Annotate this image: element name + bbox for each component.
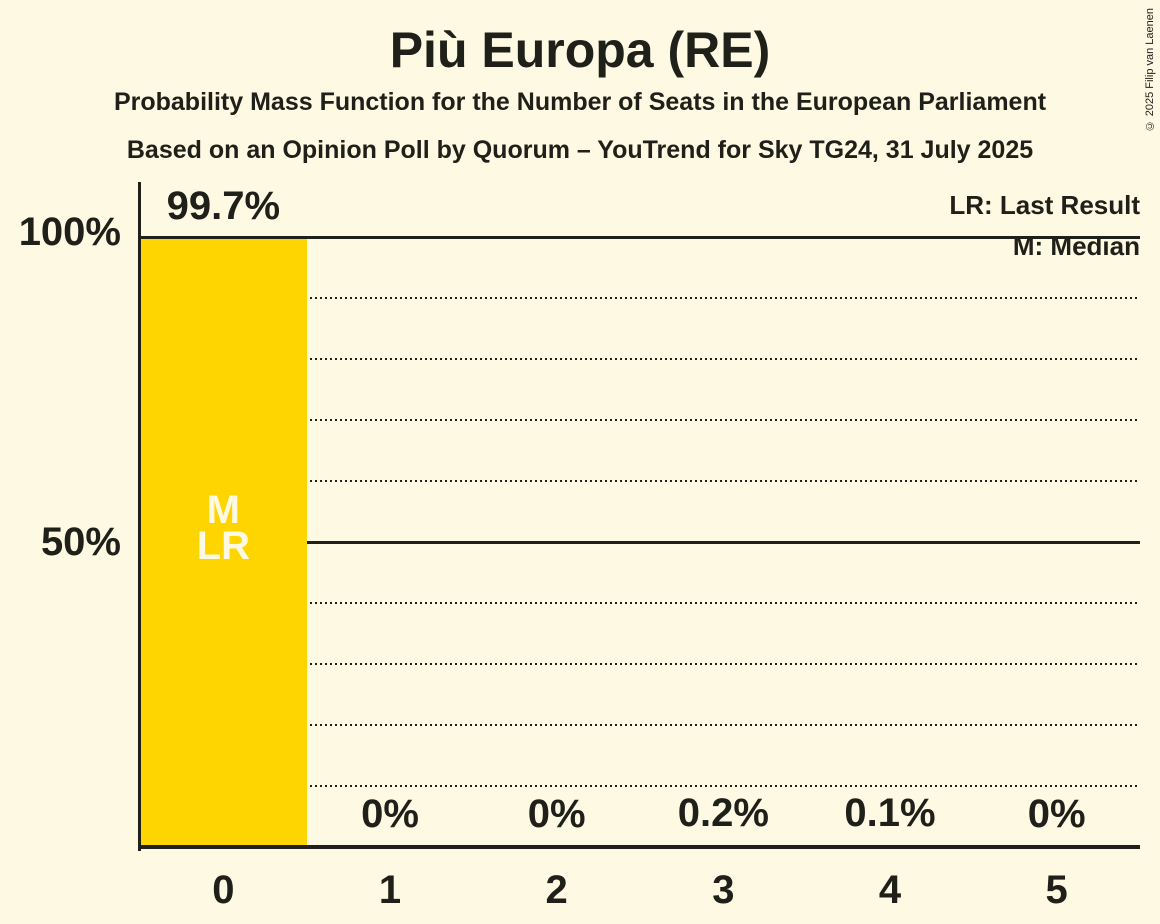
gridline-dotted-70 (140, 419, 1140, 421)
chart-source-line: Based on an Opinion Poll by Quorum – You… (126, 136, 1034, 164)
chart-subtitle: Probability Mass Function for the Number… (113, 88, 1047, 116)
y-axis-tick-100: 100% (18, 210, 121, 254)
gridline-dotted-60 (140, 480, 1140, 482)
gridline-solid-50 (140, 540, 1140, 544)
median-marker-label: M (206, 487, 240, 532)
legend-last-result: LR: Last Result (949, 190, 1140, 220)
gridline-dotted-90 (140, 297, 1140, 299)
legend-median: M: Median (1012, 231, 1140, 261)
value-label-seats-0: 99.7% (166, 183, 281, 228)
value-label-seats-4: 0.1% (844, 791, 936, 836)
gridline-dotted-10 (140, 785, 1140, 787)
y-axis-line (138, 182, 141, 851)
x-axis-label-1: 1 (378, 868, 402, 912)
x-axis-label-3: 3 (712, 868, 735, 912)
median-last-result-marker: M LR (140, 487, 307, 568)
bar-seats-0: M LR (140, 238, 307, 847)
chart-title: Più Europa (RE) (389, 22, 771, 78)
x-axis-label-5: 5 (1045, 868, 1068, 912)
value-label-seats-5: 0% (1027, 792, 1086, 836)
gridline-dotted-20 (140, 724, 1140, 726)
gridline-dotted-80 (140, 358, 1140, 360)
x-axis-label-0: 0 (212, 868, 235, 912)
gridline-dotted-40 (140, 602, 1140, 604)
last-result-marker-label: LR (196, 523, 250, 568)
x-axis-label-2: 2 (545, 868, 568, 912)
value-label-seats-3: 0.2% (677, 790, 769, 835)
value-label-seats-2: 0% (527, 792, 586, 836)
x-axis-label-4: 4 (878, 868, 902, 912)
x-axis-line (138, 845, 1140, 849)
y-axis-tick-50: 50% (40, 520, 121, 564)
gridline-dotted-30 (140, 663, 1140, 665)
value-label-seats-1: 0% (361, 792, 419, 836)
gridline-solid-100 (140, 235, 1140, 239)
